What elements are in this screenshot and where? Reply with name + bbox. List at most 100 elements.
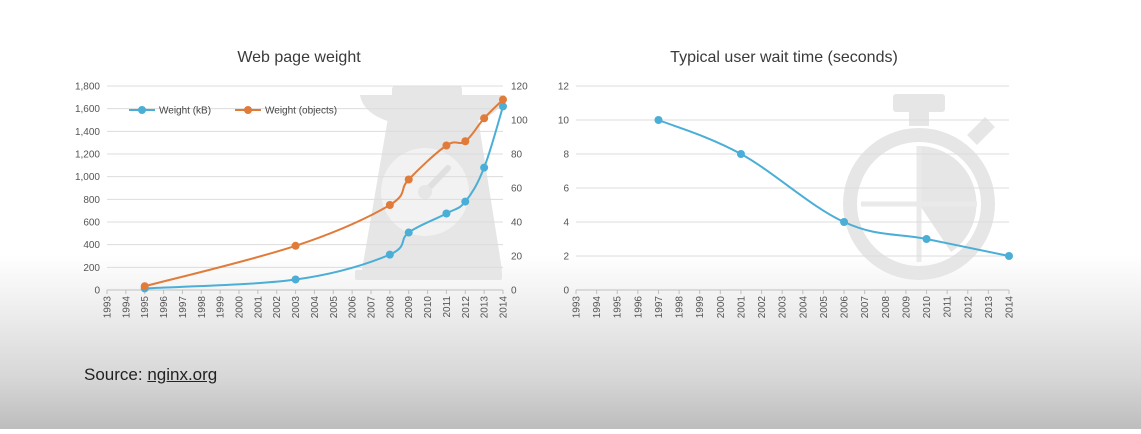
x-tick-label: 2007 (367, 296, 378, 319)
source-prefix: Source: (84, 365, 148, 384)
x-tick-label: 2001 (736, 296, 747, 319)
legend-label: Weight (objects) (265, 106, 337, 117)
x-tick-label: 2014 (1005, 296, 1016, 319)
y-tick-label: 1,200 (75, 150, 100, 161)
y-right-tick-label: 120 (511, 82, 528, 93)
data-point (461, 197, 470, 206)
x-tick-label: 2005 (819, 296, 830, 319)
chart-title: Web page weight (237, 49, 361, 66)
x-tick-label: 2006 (840, 296, 851, 319)
data-point (736, 150, 745, 158)
x-tick-label: 1999 (216, 296, 227, 319)
data-point (1005, 252, 1013, 260)
y-tick-label: 6 (563, 184, 569, 195)
x-tick-label: 2007 (860, 296, 871, 319)
x-tick-label: 2013 (480, 296, 491, 319)
x-tick-label: 1994 (592, 296, 603, 319)
y-tick-label: 4 (563, 218, 569, 229)
data-point (291, 241, 300, 250)
legend-label: Weight (kB) (159, 106, 211, 117)
x-tick-label: 1995 (140, 296, 151, 319)
data-point (461, 137, 470, 146)
stopwatch-icon (843, 94, 995, 280)
y-right-tick-label: 0 (511, 286, 517, 297)
x-tick-label: 2013 (984, 296, 995, 319)
y-tick-label: 1,000 (75, 172, 100, 183)
y-tick-label: 0 (563, 286, 569, 297)
x-tick-label: 2010 (423, 296, 434, 319)
data-point (480, 114, 489, 123)
x-tick-label: 2011 (442, 296, 453, 318)
data-point (140, 282, 149, 291)
x-tick-label: 2010 (922, 296, 933, 319)
data-point (385, 201, 394, 209)
y-right-tick-label: 60 (511, 184, 523, 195)
legend-marker (138, 106, 146, 114)
chart-title: Typical user wait time (seconds) (670, 49, 898, 66)
x-tick-label: 1993 (103, 296, 114, 319)
x-tick-label: 2014 (499, 296, 510, 319)
data-point (291, 275, 300, 284)
x-tick-label: 2001 (253, 296, 264, 319)
y-tick-label: 1,400 (75, 127, 100, 138)
x-tick-label: 1994 (121, 296, 132, 319)
chart-user-wait-time: Typical user wait time (seconds) 0 2 4 6 8 10… (558, 49, 1016, 318)
data-point (404, 228, 413, 237)
x-tick-label: 2011 (943, 296, 954, 318)
data-point (499, 95, 507, 104)
legend-marker (244, 106, 252, 114)
x-tick-label: 2003 (291, 296, 302, 319)
data-point (385, 250, 394, 259)
y-tick-label: 8 (563, 150, 569, 161)
x-tick-label: 2000 (235, 296, 246, 319)
x-tick-label: 1998 (675, 296, 686, 319)
data-point (442, 141, 451, 150)
data-point (840, 218, 849, 226)
x-tick-label: 2002 (272, 296, 283, 319)
y-tick-label: 1,800 (75, 82, 100, 93)
y-right-tick-label: 20 (511, 252, 523, 263)
data-point (499, 102, 507, 111)
chart-web-page-weight: Weight (kB) Weight (objects) Web page wei… (75, 49, 528, 318)
x-tick-label: 2008 (881, 296, 892, 319)
y-tick-label: 0 (94, 286, 100, 297)
y-tick-label: 400 (83, 240, 100, 251)
x-tick-label: 1998 (197, 296, 208, 319)
x-tick-label: 1993 (572, 296, 583, 319)
x-tick-label: 2003 (778, 296, 789, 319)
y-right-tick-label: 40 (511, 218, 523, 229)
x-tick-label: 2006 (348, 296, 359, 319)
series-line (144, 106, 504, 290)
x-tick-label: 2009 (901, 296, 912, 319)
data-point (480, 163, 489, 172)
y-tick-label: 600 (83, 218, 100, 229)
data-point (922, 235, 931, 243)
x-tick-label: 2008 (385, 296, 396, 319)
y-right-tick-label: 80 (511, 150, 523, 161)
x-tick-label: 1995 (613, 296, 624, 319)
data-point (404, 175, 413, 184)
y-tick-label: 2 (563, 252, 569, 263)
source-caption: Source: nginx.org (84, 365, 217, 385)
y-tick-label: 1,600 (75, 104, 100, 115)
x-tick-label: 1999 (695, 296, 706, 319)
x-tick-label: 2012 (963, 296, 974, 319)
x-tick-label: 1996 (159, 296, 170, 319)
x-tick-label: 2002 (757, 296, 768, 319)
x-tick-label: 2012 (461, 296, 472, 319)
data-point (654, 116, 663, 124)
x-tick-label: 1997 (654, 296, 665, 319)
x-tick-label: 2000 (716, 296, 727, 319)
x-tick-label: 2004 (798, 296, 809, 319)
x-tick-label: 1996 (633, 296, 644, 319)
y-tick-label: 800 (83, 195, 100, 206)
x-tick-label: 2005 (329, 296, 340, 319)
source-link[interactable]: nginx.org (147, 365, 218, 384)
y-tick-label: 200 (83, 263, 100, 274)
x-tick-label: 2009 (404, 296, 415, 319)
x-tick-label: 1997 (178, 296, 189, 319)
kitchen-scale-icon (355, 86, 505, 280)
y-tick-label: 10 (558, 116, 570, 127)
